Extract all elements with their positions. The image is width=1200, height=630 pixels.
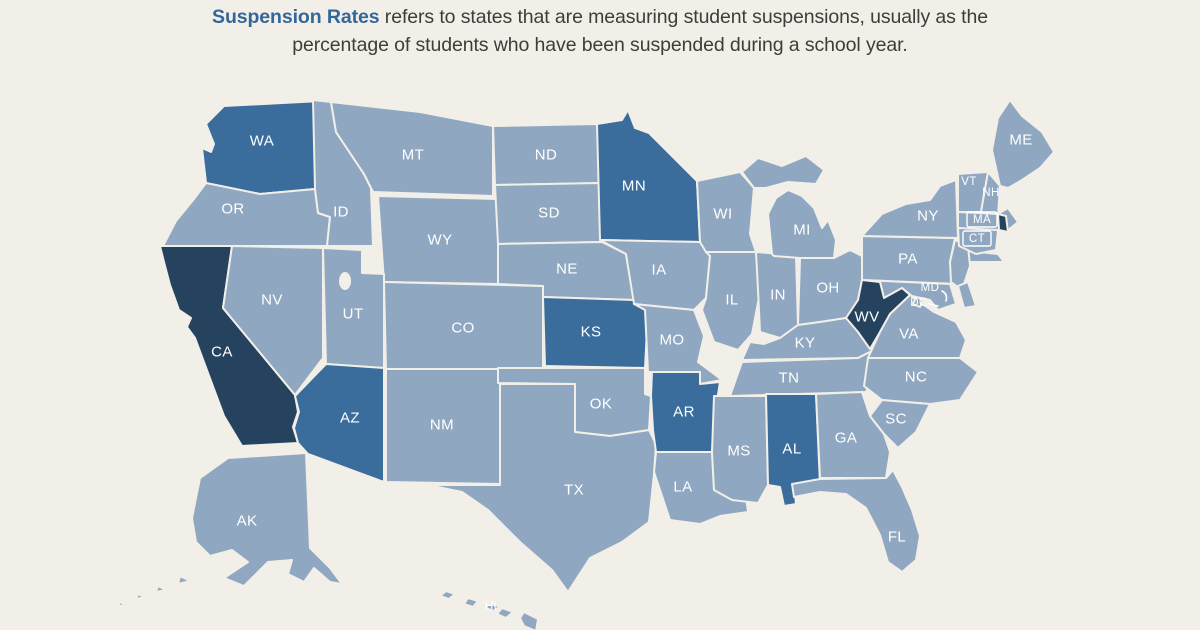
- state-label-in: IN: [770, 287, 786, 304]
- state-mn: [596, 109, 701, 243]
- state-mi: [741, 155, 837, 259]
- state-label-hi: HI: [485, 601, 497, 613]
- state-label-fl: FL: [888, 529, 906, 546]
- ct-label-box: [962, 230, 992, 247]
- caption-block: Suspension Rates refers to states that a…: [0, 3, 1200, 60]
- state-az: [293, 363, 385, 483]
- state-label-vt: VT: [961, 176, 977, 188]
- state-label-sc: SC: [885, 411, 907, 428]
- state-ak: [117, 452, 343, 607]
- state-label-ne: NE: [556, 261, 578, 278]
- state-label-tn: TN: [779, 370, 800, 387]
- state-label-ct: CT: [969, 233, 985, 245]
- state-label-ia: IA: [652, 262, 667, 279]
- state-label-mn: MN: [622, 178, 646, 195]
- state-nc: [863, 357, 979, 405]
- state-label-nm: NM: [430, 417, 454, 434]
- state-mt: [330, 101, 494, 197]
- state-dc: [912, 296, 924, 308]
- dc-pointer-line: [928, 303, 939, 307]
- state-label-ar: AR: [673, 404, 695, 421]
- state-label-dc: DC: [910, 297, 927, 309]
- state-label-ky: KY: [795, 335, 816, 352]
- state-label-ny: NY: [917, 208, 939, 225]
- state-label-md: MD: [921, 282, 940, 294]
- caption-text: Suspension Rates refers to states that a…: [178, 3, 1023, 60]
- state-label-mi: MI: [793, 222, 810, 239]
- state-label-ut: UT: [343, 306, 364, 323]
- state-shapes: [117, 99, 1055, 630]
- state-label-pa: PA: [898, 251, 918, 268]
- state-label-wa: WA: [250, 133, 274, 150]
- state-label-va: VA: [899, 326, 919, 343]
- state-nv: [222, 245, 324, 396]
- state-label-sd: SD: [538, 205, 560, 222]
- md-pointer-line: [941, 290, 948, 302]
- state-label-nh: NH: [982, 187, 999, 199]
- state-hi: [439, 590, 539, 630]
- state-label-az: AZ: [340, 410, 360, 427]
- state-label-la: LA: [673, 479, 692, 496]
- state-tx: [427, 383, 657, 593]
- state-label-mt: MT: [402, 147, 424, 164]
- state-label-il: IL: [725, 292, 738, 309]
- state-ri: [997, 213, 1009, 233]
- state-label-wi: WI: [713, 206, 732, 223]
- state-label-ma: MA: [973, 214, 991, 226]
- great-salt-lake: [339, 272, 351, 290]
- state-sc: [869, 399, 931, 449]
- state-label-or: OR: [221, 201, 244, 218]
- state-label-tx: TX: [564, 482, 584, 499]
- state-label-ok: OK: [590, 396, 612, 413]
- state-label-wy: WY: [428, 232, 453, 249]
- state-label-ga: GA: [835, 430, 857, 447]
- caption-emphasis: Suspension Rates: [212, 6, 380, 28]
- state-label-oh: OH: [816, 280, 839, 297]
- state-label-al: AL: [782, 441, 801, 458]
- state-label-id: ID: [333, 204, 349, 221]
- state-label-nd: ND: [535, 147, 557, 164]
- state-label-me: ME: [1009, 132, 1032, 149]
- state-de: [957, 281, 977, 309]
- state-label-ca: CA: [211, 344, 233, 361]
- state-label-nv: NV: [261, 292, 283, 309]
- ma-label-box: [966, 211, 998, 228]
- state-label-ms: MS: [727, 443, 750, 460]
- state-va: [867, 294, 967, 359]
- state-me: [991, 99, 1055, 189]
- state-labels: WA OR CA NV ID MT WY UT CO AZ NM ND SD N…: [211, 132, 1032, 614]
- state-label-wv: WV: [855, 309, 880, 326]
- caption-body: refers to states that are measuring stud…: [292, 6, 988, 57]
- state-wi: [696, 171, 757, 253]
- state-or: [162, 182, 331, 247]
- state-label-co: CO: [451, 320, 474, 337]
- state-ct: [957, 227, 999, 255]
- state-label-ak: AK: [237, 513, 258, 530]
- state-fl: [791, 469, 921, 573]
- state-label-mo: MO: [660, 332, 685, 349]
- state-label-nc: NC: [905, 369, 927, 386]
- state-label-ks: KS: [581, 324, 602, 341]
